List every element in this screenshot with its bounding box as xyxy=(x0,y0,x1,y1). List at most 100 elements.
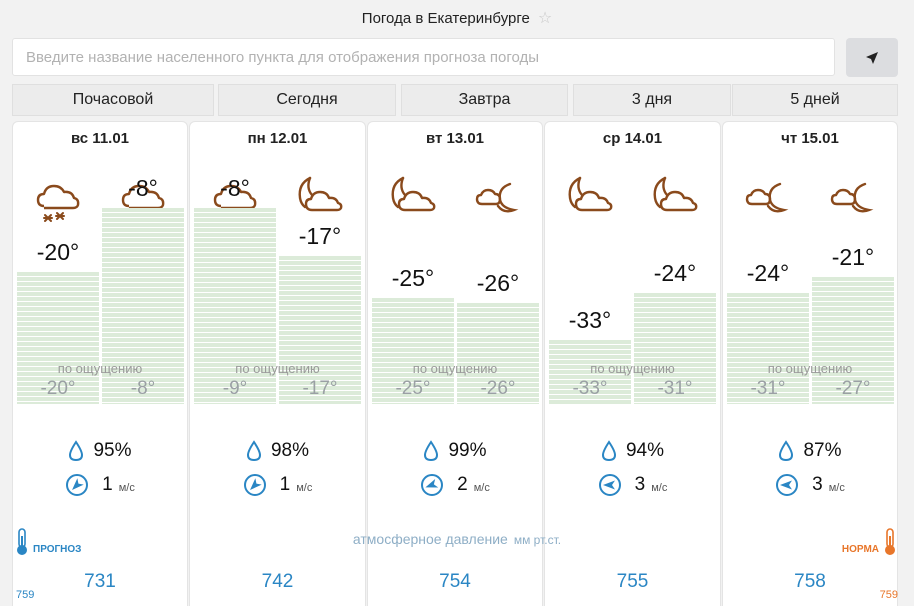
wind-unit: м/с xyxy=(828,482,845,494)
tab-label: 5 дней xyxy=(790,91,840,108)
tab-label: Сегодня xyxy=(276,91,338,108)
temperature-bar xyxy=(17,271,99,404)
day-column[interactable]: пн 12.01 -8° -9° -17° -17° по ощущению 98% 1 м/с… xyxy=(189,121,366,606)
pressure-forecast-text: ПРОГНОЗ xyxy=(33,544,82,555)
page-title-text: Погода в Екатеринбурге xyxy=(361,9,530,27)
wind: 3 м/с xyxy=(545,473,720,497)
wind-speed-value: 1 xyxy=(102,474,113,495)
temperature-value: -24° xyxy=(653,259,697,286)
cloud-moon-small-icon xyxy=(740,172,796,228)
wind-speed-value: 2 xyxy=(457,474,468,495)
feels-like-label: по ощущению xyxy=(412,361,498,376)
feels-like-value: -26° xyxy=(480,378,516,399)
page-title: Погода в Екатеринбурге ☆ xyxy=(0,0,914,36)
feels-like-value: -31° xyxy=(657,378,693,399)
pressure-value: 742 xyxy=(261,571,294,592)
temperature-bar xyxy=(634,292,716,404)
temperature-value: -21° xyxy=(831,243,875,270)
wind-direction-icon xyxy=(421,474,444,496)
day-column[interactable]: вс 11.01 -20° -20° -8° -8° по ощущению 95% 1 м/с… xyxy=(12,121,188,606)
day-date: пн 12.01 xyxy=(247,130,308,147)
pressure-label-text: атмосферное давление xyxy=(352,531,508,547)
day-column[interactable]: чт 15.01 -24° -31° -21° -27° по ощущению 87% 3 м… xyxy=(722,121,898,606)
wind-direction-icon xyxy=(243,474,266,496)
wind-speed-value: 1 xyxy=(279,474,291,495)
day-columns: вс 11.01 -20° -20° -8° -8° по ощущению 95% 1 м/с… xyxy=(12,121,898,606)
day-date: чт 15.01 xyxy=(781,130,839,147)
pressure-unit: мм рт.ст. xyxy=(513,533,562,547)
day-date: вс 11.01 xyxy=(70,130,130,147)
temperature-value: -20° xyxy=(36,238,80,265)
search-input[interactable]: Введите название населенного пункта для … xyxy=(12,38,835,76)
feels-like-label: по ощущению xyxy=(767,361,853,376)
temperature-value: -8° xyxy=(128,174,158,201)
tab-tomorrow[interactable]: Завтра xyxy=(401,84,568,116)
wind: 1 м/с xyxy=(13,473,187,497)
humidity-value: 94% xyxy=(625,440,665,461)
cloud-moon-small-icon xyxy=(470,172,526,228)
day-column[interactable]: ср 14.01 -33° -33° -24° -31° по ощущению 94% 3 м… xyxy=(544,121,721,606)
wind-unit: м/с xyxy=(651,482,668,494)
pressure-norm-label: НОРМА xyxy=(842,528,897,556)
humidity-value: 98% xyxy=(270,440,310,461)
moon-cloud-icon xyxy=(385,172,441,228)
star-icon[interactable]: ☆ xyxy=(537,10,553,27)
temperature-bar xyxy=(372,298,454,404)
wind-unit: м/с xyxy=(118,482,135,494)
humidity-drop-icon xyxy=(69,440,84,462)
feels-like-value: -25° xyxy=(395,378,431,399)
pressure-scale-right: 759 xyxy=(879,589,898,601)
wind-speed-value: 3 xyxy=(634,474,646,495)
wind-direction-icon xyxy=(66,474,89,496)
tab-label: 3 дня xyxy=(631,91,673,108)
moon-cloud-icon xyxy=(292,172,348,228)
tab-hourly[interactable]: Почасовой xyxy=(12,84,214,116)
thermometer-icon xyxy=(17,528,27,555)
tab-3-days[interactable]: 3 дня xyxy=(573,84,731,116)
feels-like-label: по ощущению xyxy=(235,361,320,376)
temperature-value: -25° xyxy=(391,265,435,291)
temperature-value: -17° xyxy=(298,222,342,249)
pressure-value: 754 xyxy=(439,571,471,592)
feels-like-label: по ощущению xyxy=(57,361,143,376)
tab-5-days[interactable]: 5 дней xyxy=(732,84,898,116)
tab-today[interactable]: Сегодня xyxy=(218,84,396,116)
feels-like-value: -31° xyxy=(750,378,786,399)
day-date: вт 13.01 xyxy=(425,130,485,147)
locate-button[interactable] xyxy=(846,38,898,77)
day-column[interactable]: вт 13.01 -25° -25° -26° -26° по ощущению 99% 2 м… xyxy=(367,121,543,606)
forecast-tabs: Почасовой Сегодня Завтра 3 дня 5 дней xyxy=(12,84,898,116)
wind-direction-icon xyxy=(776,474,799,496)
humidity: 87% xyxy=(723,440,897,462)
location-arrow-icon xyxy=(866,51,878,64)
temperature-bar xyxy=(279,255,361,404)
wind: 1 м/с xyxy=(190,473,365,497)
pressure-forecast-label: ПРОГНОЗ xyxy=(15,528,81,556)
temperature-bar xyxy=(812,276,894,404)
humidity-value: 87% xyxy=(803,440,842,461)
humidity-value: 99% xyxy=(448,440,487,461)
feels-like-value: -8° xyxy=(130,378,156,399)
wind-direction-icon xyxy=(598,474,621,496)
day-date: ср 14.01 xyxy=(602,130,663,147)
temperature-value: -26° xyxy=(476,270,520,297)
humidity: 94% xyxy=(545,440,720,462)
pressure-value: 731 xyxy=(84,571,116,592)
humidity: 95% xyxy=(13,440,187,462)
humidity: 98% xyxy=(190,440,365,462)
temperature-bar xyxy=(102,207,184,404)
feels-like-label: по ощущению xyxy=(590,361,675,376)
temperature-bar xyxy=(727,292,809,404)
wind: 3 м/с xyxy=(723,473,897,497)
humidity-value: 95% xyxy=(93,440,132,461)
thermometer-icon xyxy=(885,528,895,555)
wind-speed-value: 3 xyxy=(812,474,823,495)
pressure-value: 755 xyxy=(616,571,649,592)
temperature-value: -24° xyxy=(746,259,790,286)
pressure-label: атмосферное давление мм рт.ст. xyxy=(0,531,914,547)
humidity-drop-icon xyxy=(779,440,794,462)
temperature-bar xyxy=(194,207,276,404)
humidity-drop-icon xyxy=(424,440,439,462)
cloud-snow-icon xyxy=(30,172,86,228)
